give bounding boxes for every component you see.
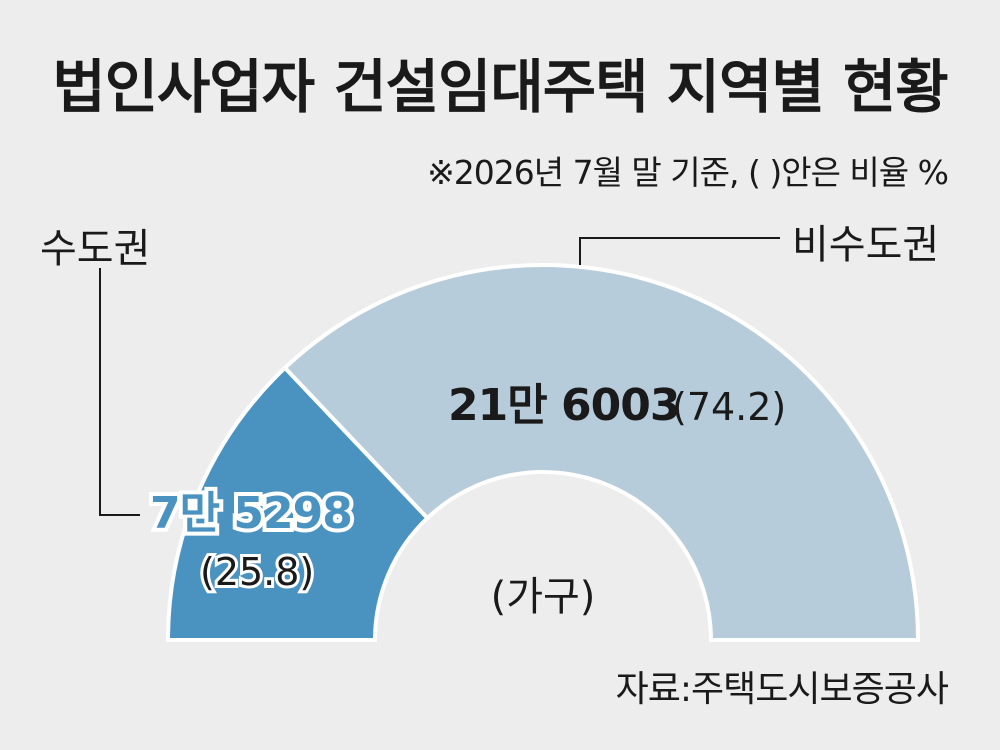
percent-label-non-metro: (74.2) (672, 385, 786, 429)
metro-leader-line (99, 268, 140, 516)
non-metro-leader-line (579, 237, 780, 265)
chart-note: ※2026년 7월 말 기준, ( )안은 비율 % (427, 153, 949, 192)
slice-metro (165, 365, 431, 642)
slice-non-metro (282, 263, 921, 642)
value-label-non-metro: 21만 6003 (448, 380, 680, 431)
value-label-metro: 7만 5298 (150, 488, 352, 539)
center-unit-label: (가구) (491, 574, 596, 620)
category-label-non-metro: 비수도권 (792, 222, 939, 268)
percent-label-metro: (25.8) (200, 550, 314, 594)
source-label: 자료:주택도시보증공사 (615, 669, 949, 710)
category-label-metro: 수도권 (40, 226, 150, 272)
chart-title: 법인사업자 건설임대주택 지역별 현황 (52, 53, 948, 121)
